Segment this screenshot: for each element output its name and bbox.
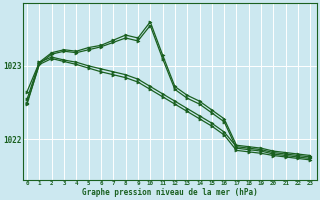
X-axis label: Graphe pression niveau de la mer (hPa): Graphe pression niveau de la mer (hPa)	[82, 188, 258, 197]
